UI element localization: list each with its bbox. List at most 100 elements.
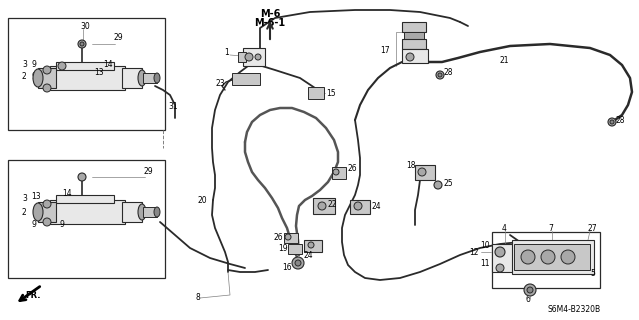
Bar: [415, 165, 435, 180]
Text: 2: 2: [22, 71, 27, 81]
Ellipse shape: [154, 73, 160, 83]
Text: 28: 28: [443, 68, 452, 76]
Bar: [238, 52, 246, 62]
Circle shape: [434, 181, 442, 189]
Text: 14: 14: [62, 188, 72, 197]
Text: 29: 29: [113, 33, 123, 42]
Text: 9: 9: [31, 60, 36, 68]
Circle shape: [43, 84, 51, 92]
Text: 22: 22: [328, 199, 337, 209]
Text: 25: 25: [443, 179, 452, 188]
Text: 12: 12: [470, 247, 479, 257]
Bar: [332, 167, 346, 179]
Bar: [232, 73, 260, 85]
Text: 6: 6: [525, 295, 530, 305]
Text: 18: 18: [406, 161, 415, 170]
Text: M-6-1: M-6-1: [254, 18, 286, 28]
Bar: [8, 160, 165, 278]
Circle shape: [308, 242, 314, 248]
Text: FR.: FR.: [25, 292, 40, 300]
Text: 14: 14: [103, 60, 112, 68]
Circle shape: [285, 234, 291, 240]
Bar: [50, 66, 125, 90]
Text: 3: 3: [22, 194, 27, 203]
Text: S6M4-B2320B: S6M4-B2320B: [548, 306, 601, 315]
Circle shape: [561, 250, 575, 264]
Text: 11: 11: [480, 260, 489, 268]
Text: 5: 5: [590, 269, 595, 278]
Bar: [143, 73, 157, 83]
Text: M-6: M-6: [260, 9, 280, 19]
Text: 4: 4: [502, 223, 507, 233]
Circle shape: [495, 247, 505, 257]
Circle shape: [43, 66, 51, 74]
Circle shape: [527, 287, 533, 293]
Text: 31: 31: [168, 101, 178, 110]
Text: 9: 9: [31, 71, 36, 81]
Text: 26: 26: [348, 164, 358, 172]
Bar: [492, 244, 514, 272]
Circle shape: [295, 260, 301, 266]
Ellipse shape: [154, 207, 160, 217]
Circle shape: [333, 169, 339, 175]
Text: 24: 24: [304, 251, 314, 260]
Circle shape: [43, 200, 51, 208]
Text: 7: 7: [548, 223, 553, 233]
Text: 26: 26: [274, 233, 284, 242]
Text: 9: 9: [60, 220, 65, 228]
Text: 19: 19: [278, 244, 288, 252]
Circle shape: [541, 250, 555, 264]
Text: 29: 29: [143, 166, 153, 175]
Circle shape: [436, 71, 444, 79]
Ellipse shape: [138, 70, 146, 86]
Bar: [122, 68, 142, 88]
Bar: [56, 195, 114, 203]
Circle shape: [610, 120, 614, 124]
Text: 16: 16: [282, 262, 291, 271]
Circle shape: [292, 257, 304, 269]
Text: 17: 17: [380, 45, 390, 54]
Text: 2: 2: [22, 207, 27, 217]
Circle shape: [438, 73, 442, 77]
Bar: [243, 48, 265, 66]
Bar: [38, 68, 56, 88]
Circle shape: [318, 202, 326, 210]
Bar: [514, 244, 590, 270]
Circle shape: [406, 53, 414, 61]
Text: 10: 10: [480, 241, 489, 250]
Text: 23: 23: [215, 78, 225, 87]
Text: 13: 13: [31, 191, 41, 201]
Text: 30: 30: [80, 21, 89, 30]
Bar: [8, 18, 165, 130]
Circle shape: [418, 168, 426, 176]
Bar: [350, 200, 370, 214]
Circle shape: [78, 173, 86, 181]
Circle shape: [80, 42, 84, 46]
Circle shape: [354, 202, 362, 210]
Circle shape: [608, 118, 616, 126]
Bar: [143, 207, 157, 217]
Ellipse shape: [33, 69, 43, 87]
Bar: [56, 62, 114, 70]
Bar: [512, 240, 594, 274]
Bar: [402, 39, 426, 49]
Circle shape: [245, 53, 253, 61]
Circle shape: [524, 284, 536, 296]
Circle shape: [255, 54, 261, 60]
Bar: [313, 198, 335, 214]
Text: 28: 28: [616, 116, 626, 124]
Bar: [492, 232, 600, 288]
Text: 3: 3: [22, 60, 27, 68]
Text: 20: 20: [197, 196, 206, 204]
Bar: [304, 240, 322, 252]
Circle shape: [43, 218, 51, 226]
Ellipse shape: [33, 203, 43, 221]
Circle shape: [521, 250, 535, 264]
Bar: [38, 202, 56, 222]
Circle shape: [58, 62, 66, 70]
Text: 15: 15: [326, 89, 335, 98]
Circle shape: [78, 40, 86, 48]
Bar: [402, 49, 428, 63]
Text: 8: 8: [195, 293, 200, 302]
Bar: [402, 22, 426, 32]
